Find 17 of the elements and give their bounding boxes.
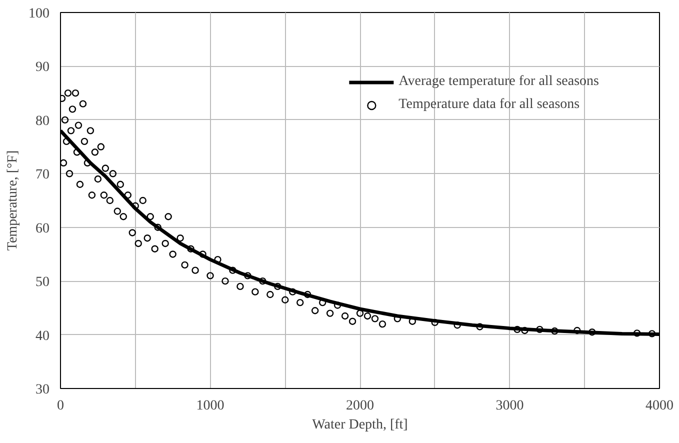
- y-axis-title: Temperature, [°F]: [6, 150, 20, 251]
- x-tick-label: 2000: [346, 398, 374, 414]
- y-tick-label: 70: [36, 168, 50, 183]
- x-axis-title: Water Depth, [ft]: [312, 418, 408, 432]
- legend-label: Temperature data for all seasons: [398, 97, 580, 113]
- y-tick-label: 50: [36, 275, 50, 290]
- y-tick-label: 90: [36, 60, 50, 76]
- x-tick-label: 1000: [196, 398, 224, 414]
- y-tick-label: 40: [36, 328, 50, 344]
- y-tick-label: 60: [36, 221, 50, 236]
- x-tick-label: 3000: [496, 398, 524, 414]
- y-tick-label: 30: [36, 382, 50, 398]
- y-tick-label: 100: [28, 6, 50, 22]
- x-tick-label: 4000: [646, 398, 674, 414]
- legend-label: Average temperature for all seasons: [398, 74, 599, 90]
- y-tick-label: 80: [36, 114, 50, 129]
- x-tick-label: 0: [57, 398, 64, 414]
